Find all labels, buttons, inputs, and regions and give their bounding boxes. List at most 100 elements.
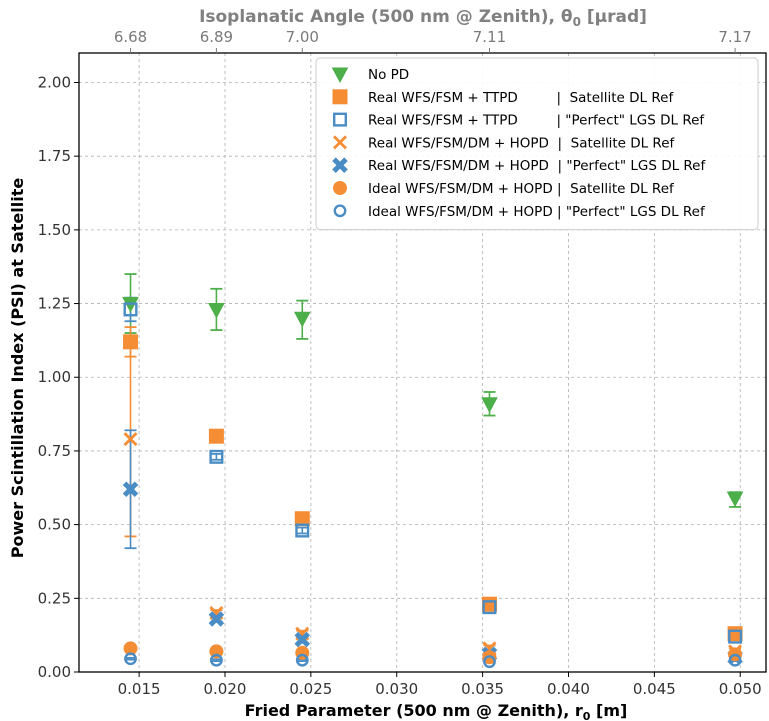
legend-label: Real WFS/FSM + TTPD | "Perfect" LGS DL R… [368,113,705,129]
square-marker [208,428,224,444]
circle-marker [333,204,347,218]
data-point [123,432,138,447]
circle-marker [333,181,347,195]
x-tick-label: 0.040 [547,680,590,698]
data-point [728,629,743,644]
y-tick-label: 2.00 [38,73,71,91]
legend: No PD Real WFS/FSM + TTPD | Satellite DL … [315,57,759,231]
data-point [483,655,496,669]
y-tick-label: 0.50 [38,516,71,534]
data-point [209,644,224,659]
x-tick-label: 0.030 [375,680,418,698]
y-axis-title: Power Scintillation Index (PSI) at Satel… [8,178,27,559]
x-marker [122,481,139,498]
top-tick-label: 6.89 [200,28,233,46]
legend-marker [332,89,348,105]
circle-marker [483,655,496,669]
top-tick-label: 7.17 [718,28,751,46]
legend-label: Real WFS/FSM + TTPD | Satellite DL Ref [368,90,674,106]
circle-marker [209,653,223,667]
top-x-axis: 6.68 6.89 7.00 7.11 7.17 [114,28,752,53]
triangle-marker [293,311,311,328]
y-tick-label: 1.50 [38,221,71,239]
y-tick-label: 1.25 [38,295,71,313]
square-marker [332,89,348,105]
square-marker [209,449,224,464]
legend-label: No PD [368,67,409,83]
y-tick-label: 1.00 [38,368,71,386]
data-point [208,428,224,444]
square-marker [123,334,139,350]
data-point [728,653,742,667]
triangle-marker [331,67,349,84]
x-marker [332,157,348,173]
y-tick-label: 0.00 [38,663,71,681]
error-bar [210,452,223,461]
triangle-marker [726,491,744,508]
plot-frame [78,52,767,673]
circle-marker [728,653,742,667]
circle-marker [124,652,137,666]
data-point [295,523,310,538]
data-point [123,641,138,656]
y-axis: 0.00 0.25 0.50 0.75 1.00 1.25 1.50 1.75 2.00 [38,73,79,681]
top-tick-label: 7.11 [473,28,506,46]
data-point [123,302,138,317]
x-axis: 0.015 0.020 0.025 0.030 0.035 0.040 0.045 0.050 [118,672,762,698]
data-point [726,491,744,508]
data-point [123,334,139,350]
legend-label: Ideal WFS/FSM/DM + HOPD | "Perfect" LGS … [368,204,706,220]
top-tick-label: 6.68 [114,28,147,46]
legend-label: Real WFS/FSM/DM + HOPD | "Perfect" LGS D… [368,158,706,174]
y-tick-label: 1.75 [38,147,71,165]
top-tick-label: 7.00 [286,28,319,46]
circle-marker [295,653,309,667]
data-point [482,600,497,615]
data-point [208,611,225,627]
square-marker [482,600,497,615]
error-bars [124,273,742,664]
data-point [124,652,137,666]
square-marker [295,523,310,538]
square-marker [333,112,348,127]
data-point [209,449,224,464]
data-point [293,311,311,328]
legend-marker [333,181,347,195]
x-marker [333,135,347,150]
legend-marker [333,135,347,150]
x-tick-label: 0.020 [204,680,247,698]
square-marker [123,302,138,317]
top-x-axis-title: Isoplanatic Angle (500 nm @ Zenith), θ0 … [199,7,647,29]
legend-marker [333,112,348,127]
data-point [481,397,498,413]
triangle-marker [481,397,498,413]
x-tick-label: 0.050 [719,680,762,698]
x-marker [123,432,138,447]
legend-marker [331,67,349,84]
square-marker [728,629,743,644]
legend-marker [332,157,348,173]
error-bar [296,526,309,535]
data-point [122,481,139,498]
legend-label: Real WFS/FSM/DM + HOPD | Satellite DL Re… [368,135,676,151]
x-marker [294,631,311,648]
data-point [295,653,309,667]
data-points [122,297,744,669]
circle-marker [123,641,138,656]
legend-marker [333,204,347,218]
x-marker [208,611,225,627]
data-point [294,631,311,648]
y-tick-label: 0.25 [38,589,71,607]
y-tick-label: 0.75 [38,442,71,460]
data-point [209,653,223,667]
triangle-marker [208,302,225,319]
legend-box [315,57,759,231]
data-point [208,302,225,319]
x-tick-label: 0.035 [461,680,504,698]
x-tick-label: 0.015 [118,680,161,698]
legend-label: Ideal WFS/FSM/DM + HOPD | Satellite DL R… [368,181,675,197]
x-axis-title: Fried Parameter (500 nm @ Zenith), r0 [m… [245,701,628,721]
x-tick-label: 0.045 [633,680,676,698]
circle-marker [209,644,224,659]
